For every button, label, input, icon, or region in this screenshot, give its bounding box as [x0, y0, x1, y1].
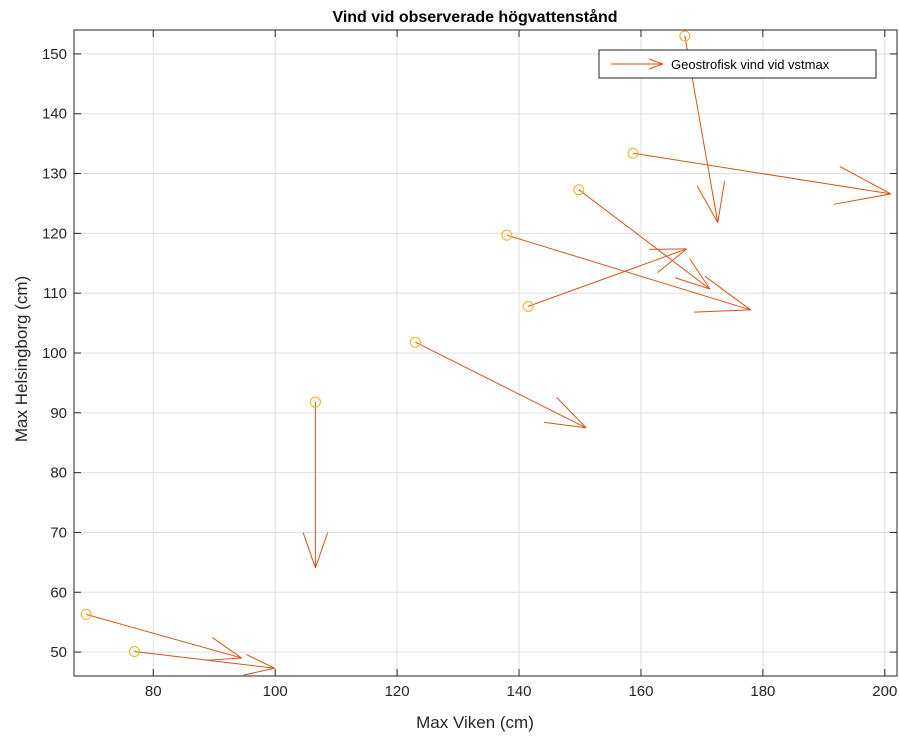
wind-arrow: [578, 189, 711, 290]
observation-marker: [627, 147, 639, 159]
arrow-head-left: [205, 657, 242, 661]
arrow-head-left: [693, 309, 751, 313]
x-tick-label: 100: [263, 683, 288, 700]
y-tick-label: 50: [50, 644, 67, 661]
x-tick-label: 80: [145, 683, 162, 700]
y-tick-label: 140: [42, 106, 67, 123]
arrow-shaft: [528, 248, 687, 307]
y-tick-label: 130: [42, 166, 67, 183]
legend: Geostrofisk vind vid vstmax: [598, 49, 877, 79]
observation-marker: [309, 396, 321, 408]
y-tick-label: 110: [43, 285, 67, 302]
arrow-head-left: [833, 193, 891, 205]
arrow-shaft: [134, 650, 275, 669]
observation-marker: [409, 336, 421, 348]
legend-label: Geostrofisk vind vid vstmax: [671, 57, 830, 72]
observation-marker: [679, 30, 691, 42]
arrow-head-right: [717, 180, 726, 223]
arrow-shaft: [506, 234, 751, 311]
x-tick-label: 120: [385, 683, 410, 700]
arrow-head-right: [704, 275, 751, 311]
arrow-head-left: [243, 667, 275, 676]
arrow-head-left: [674, 277, 710, 290]
observation-marker: [128, 645, 140, 657]
wind-arrow: [415, 341, 587, 429]
arrow-head-right: [314, 532, 329, 568]
x-tick-label: 200: [872, 683, 897, 700]
wind-arrow: [632, 152, 892, 205]
observation-marker: [501, 229, 513, 241]
y-tick-label: 60: [50, 584, 67, 601]
tick-layer: 80 100 120 140 160 180 200 50 60 70 80 90 100 110 120 1…: [42, 30, 897, 700]
observation-marker: [522, 300, 534, 312]
wind-arrow: [86, 613, 242, 661]
wind-arrow: [506, 234, 751, 313]
arrow-layer: [86, 35, 892, 676]
y-tick-label: 120: [42, 225, 67, 242]
x-axis-label: Max Viken (cm): [416, 713, 534, 732]
arrow-head-left: [543, 421, 587, 429]
grid: [74, 30, 897, 676]
y-tick-label: 100: [42, 345, 67, 362]
x-tick-label: 180: [750, 683, 775, 700]
y-tick-label: 150: [42, 46, 67, 63]
y-tick-label: 70: [50, 524, 67, 541]
y-tick-label: 80: [50, 465, 67, 482]
arrow-shaft: [632, 152, 891, 195]
observation-marker: [80, 608, 92, 620]
wind-arrow: [302, 402, 329, 568]
arrow-shaft: [86, 613, 242, 659]
arrow-head-left: [302, 532, 316, 568]
marker-layer: [80, 30, 691, 657]
arrow-head-right: [839, 165, 892, 195]
x-tick-label: 160: [628, 683, 653, 700]
arrow-shaft: [415, 341, 587, 429]
chart-title: Vind vid observerade högvattenstånd: [332, 8, 617, 26]
observation-marker: [573, 184, 585, 196]
legend-arrow-head-upper: [648, 58, 664, 65]
arrow-shaft: [578, 189, 711, 290]
legend-arrow-head-lower: [648, 63, 664, 70]
x-tick-label: 140: [507, 683, 532, 700]
arrow-head-right: [689, 258, 711, 290]
wind-arrow: [134, 650, 275, 676]
wind-arrow: [528, 248, 687, 307]
y-axis-label: Max Helsingborg (cm): [12, 276, 31, 442]
arrow-head-right: [211, 637, 242, 659]
arrow-head-right: [246, 653, 275, 669]
y-tick-label: 90: [50, 405, 67, 422]
arrow-head-left: [696, 185, 719, 223]
arrow-head-right: [556, 396, 587, 429]
